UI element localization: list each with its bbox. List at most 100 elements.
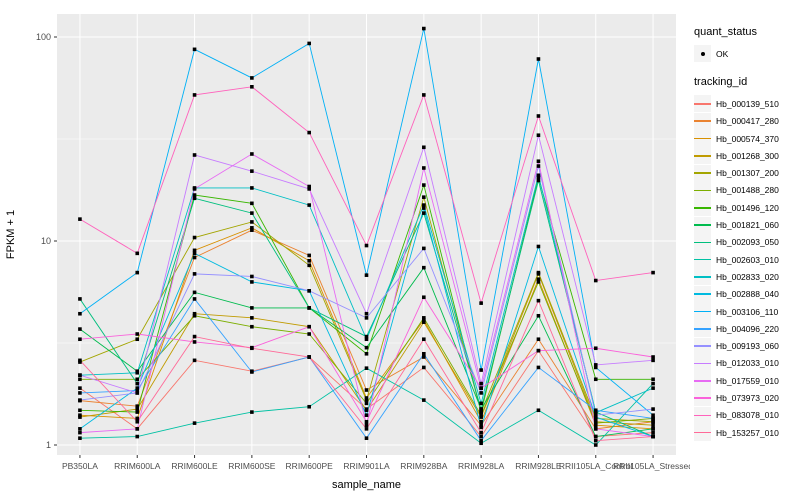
data-point bbox=[307, 41, 311, 46]
legend-item-Hb_000574_370: Hb_000574_370 bbox=[694, 130, 800, 148]
legend-key-line bbox=[694, 424, 711, 442]
data-point bbox=[364, 311, 369, 316]
point-marker-icon bbox=[700, 51, 705, 56]
data-point bbox=[651, 377, 655, 382]
data-point bbox=[250, 211, 254, 215]
legend-key-line bbox=[694, 406, 711, 424]
data-point bbox=[593, 377, 598, 382]
data-point bbox=[78, 386, 82, 390]
series-points bbox=[78, 26, 655, 447]
data-point bbox=[651, 270, 655, 275]
data-point bbox=[78, 358, 82, 363]
legend-label: Hb_083078_010 bbox=[716, 410, 779, 421]
legend-label: Hb_012033_010 bbox=[716, 358, 779, 369]
x-tick-label: PB350LA bbox=[62, 461, 98, 471]
data-point bbox=[135, 386, 140, 390]
data-point bbox=[364, 345, 369, 350]
legend-label: Hb_002093_050 bbox=[716, 237, 779, 248]
legend-label: Hb_004096_220 bbox=[716, 323, 779, 334]
legend-label: Hb_073973_020 bbox=[716, 392, 779, 403]
legend-key-ok bbox=[694, 45, 711, 63]
legend-label: Hb_000139_510 bbox=[716, 98, 779, 109]
x-tick-label: RRIM600SE bbox=[228, 461, 276, 471]
data-point bbox=[250, 186, 254, 190]
legend-key-line bbox=[694, 285, 711, 303]
data-point bbox=[307, 324, 311, 329]
data-point bbox=[422, 206, 426, 210]
data-point bbox=[78, 297, 82, 301]
data-point bbox=[479, 430, 483, 435]
data-point bbox=[479, 391, 483, 395]
data-point bbox=[651, 358, 655, 363]
data-point bbox=[364, 396, 369, 400]
data-point bbox=[192, 313, 197, 318]
data-point bbox=[422, 93, 426, 97]
data-point bbox=[250, 85, 254, 89]
legend-key-line bbox=[694, 268, 711, 286]
legend-item-Hb_002093_050: Hb_002093_050 bbox=[694, 233, 800, 251]
data-point bbox=[364, 243, 369, 248]
legend-label: Hb_001821_060 bbox=[716, 220, 779, 231]
data-point bbox=[536, 313, 541, 318]
data-point bbox=[250, 306, 254, 310]
data-point bbox=[364, 273, 369, 277]
y-tick-label: 100 bbox=[36, 32, 51, 42]
legend-item-Hb_000417_280: Hb_000417_280 bbox=[694, 112, 800, 130]
data-point bbox=[78, 373, 82, 377]
data-point bbox=[422, 26, 426, 31]
legend-item-Hb_001488_280: Hb_001488_280 bbox=[694, 181, 800, 199]
data-point bbox=[307, 258, 311, 263]
data-point bbox=[479, 410, 483, 414]
data-point bbox=[479, 438, 483, 443]
data-point bbox=[536, 337, 541, 342]
data-point bbox=[593, 346, 598, 351]
legend-key-line bbox=[694, 303, 711, 320]
data-point bbox=[135, 434, 140, 439]
line-swatch-icon bbox=[694, 137, 711, 140]
data-point bbox=[651, 419, 655, 424]
data-point bbox=[135, 270, 140, 275]
data-point bbox=[536, 408, 541, 413]
data-point bbox=[593, 410, 598, 415]
legend-item-Hb_001268_300: Hb_001268_300 bbox=[694, 147, 800, 165]
data-point bbox=[135, 407, 140, 411]
data-point bbox=[536, 348, 541, 353]
data-point bbox=[250, 410, 254, 414]
data-point bbox=[479, 386, 483, 390]
data-point bbox=[479, 419, 483, 424]
data-point bbox=[364, 388, 369, 392]
data-point bbox=[364, 401, 369, 406]
data-point bbox=[536, 178, 541, 183]
data-point bbox=[192, 272, 197, 276]
legend-key-line bbox=[694, 199, 711, 217]
legend-title-tracking-id: tracking_id bbox=[694, 76, 748, 89]
data-point bbox=[135, 416, 140, 421]
legend-item-Hb_001496_120: Hb_001496_120 bbox=[694, 199, 800, 217]
line-swatch-icon bbox=[694, 258, 711, 261]
data-point bbox=[78, 398, 82, 402]
data-point bbox=[651, 423, 655, 428]
data-point bbox=[78, 217, 82, 221]
data-point bbox=[307, 263, 311, 268]
data-point bbox=[364, 334, 369, 339]
data-point bbox=[135, 337, 140, 342]
line-swatch-icon bbox=[694, 155, 711, 157]
data-point bbox=[593, 278, 598, 283]
legend-key-line bbox=[694, 389, 711, 407]
legend-label: Hb_003106_110 bbox=[716, 306, 779, 317]
data-point bbox=[192, 193, 197, 197]
line-swatch-icon bbox=[694, 241, 711, 244]
data-point bbox=[364, 351, 369, 356]
legend-label: Hb_000417_280 bbox=[716, 116, 779, 127]
data-point bbox=[479, 301, 483, 305]
data-point bbox=[364, 419, 369, 424]
data-point bbox=[192, 93, 197, 97]
data-point bbox=[364, 427, 369, 431]
legend-key-line bbox=[694, 233, 711, 251]
data-point bbox=[135, 391, 140, 395]
data-point bbox=[78, 408, 82, 413]
line-swatch-icon bbox=[694, 120, 711, 123]
data-point bbox=[250, 228, 254, 232]
legend-item-Hb_002888_040: Hb_002888_040 bbox=[694, 285, 800, 303]
